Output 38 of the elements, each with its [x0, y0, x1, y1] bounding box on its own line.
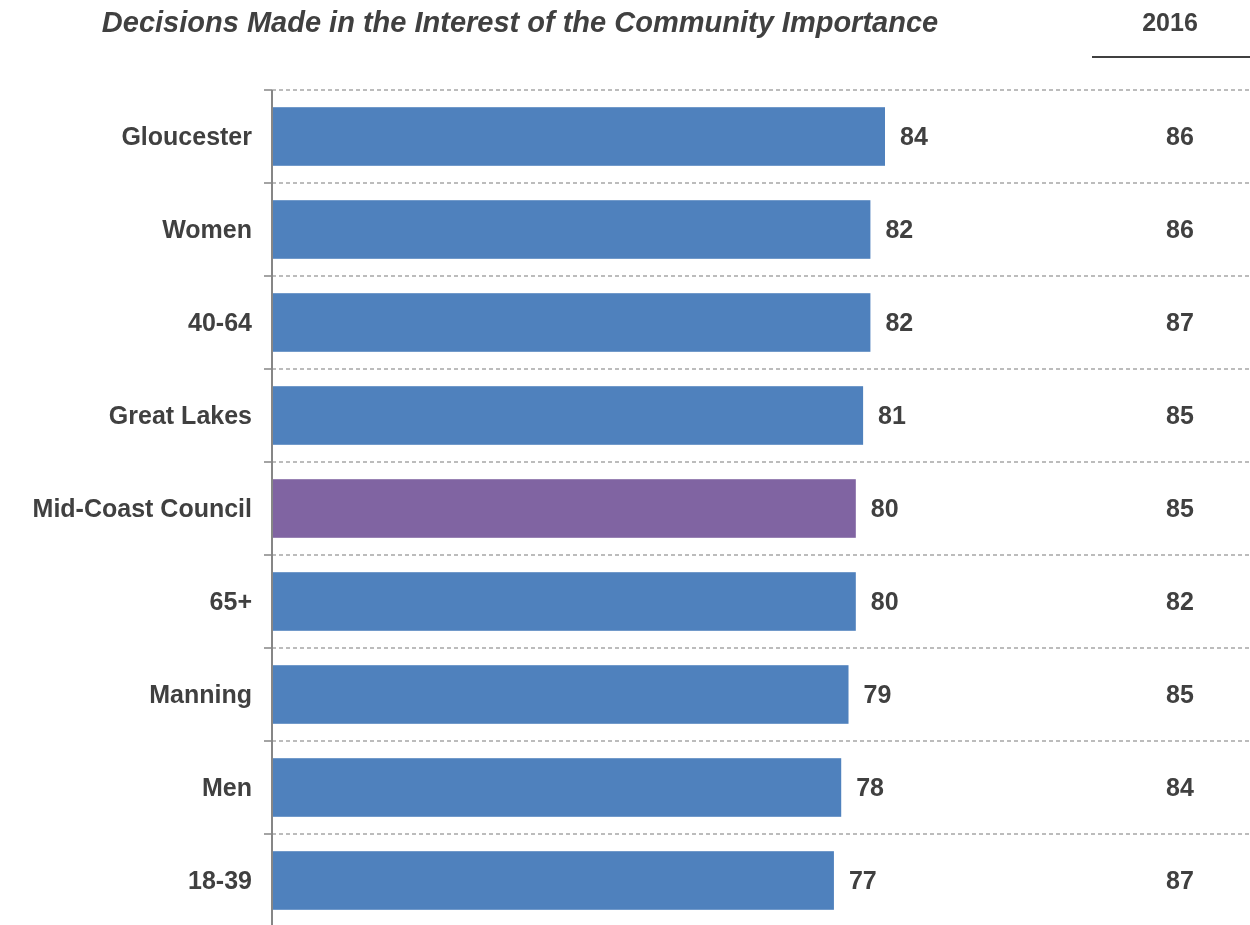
bar	[272, 572, 856, 631]
text: 87	[1166, 866, 1194, 895]
y-tick-label: Gloucester	[121, 122, 253, 151]
bar	[272, 479, 856, 538]
y-tick-label: 65+	[209, 587, 252, 616]
bar	[272, 665, 849, 724]
bar	[272, 386, 864, 445]
bar	[272, 200, 871, 259]
text: 84	[1166, 773, 1194, 802]
text: 2016	[1142, 7, 1198, 36]
data-label: 78	[856, 773, 885, 802]
y-tick-label: Women	[162, 215, 252, 244]
data-label: 84	[900, 122, 928, 151]
bar	[272, 758, 842, 817]
y-tick-label: 40-64	[188, 308, 253, 337]
text: 85	[1166, 680, 1194, 709]
chart-title: Decisions Made in the Interest of the Community Importance	[101, 6, 939, 39]
data-label: 77	[848, 866, 877, 895]
text: 86	[1166, 122, 1194, 151]
y-tick-label: Great Lakes	[108, 401, 252, 430]
y-tick-label: Manning	[149, 680, 252, 709]
data-label: 79	[863, 680, 892, 709]
y-tick-label: Men	[202, 773, 252, 802]
y-tick-label: Mid-Coast Council	[32, 494, 252, 523]
data-label: 80	[870, 494, 899, 523]
y-tick-label: 18-39	[188, 866, 252, 895]
bar	[272, 851, 834, 910]
bar	[272, 293, 871, 352]
bar	[272, 107, 885, 166]
data-label: 82	[885, 308, 914, 337]
text: 85	[1166, 401, 1194, 430]
text: 87	[1166, 308, 1194, 337]
data-label: 81	[878, 401, 907, 430]
text: 86	[1166, 215, 1194, 244]
data-label: 82	[885, 215, 914, 244]
data-label: 80	[870, 587, 899, 616]
text: 85	[1166, 494, 1194, 523]
text: 82	[1166, 587, 1194, 616]
